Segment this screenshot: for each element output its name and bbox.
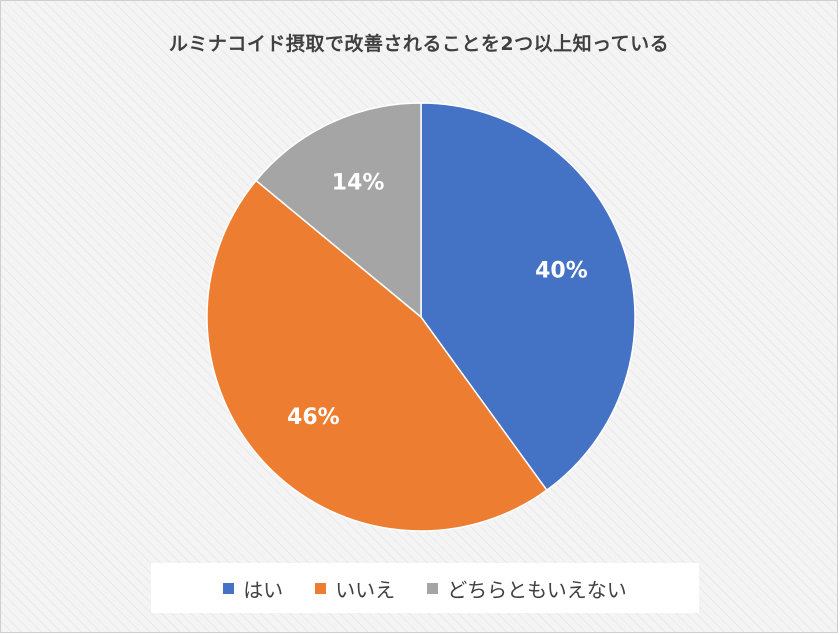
slice-neither (255, 102, 422, 319)
data-label-neither: 14% (332, 170, 385, 195)
data-label-yes: 40% (535, 258, 588, 283)
chart-title: ルミナコイド摂取で改善されることを2つ以上知っている (168, 33, 670, 55)
legend-swatch-yes (223, 582, 235, 594)
data-label-no: 46% (287, 405, 340, 430)
legend-item-yes: はい (223, 574, 283, 603)
legend-label-neither: どちらともいえない (447, 577, 627, 602)
slice-no (206, 179, 548, 532)
legend-label-no: いいえ (335, 577, 396, 602)
legend-item-neither: どちらともいえない (427, 574, 627, 603)
legend-swatch-no (315, 582, 327, 594)
legend-item-no: いいえ (315, 574, 395, 603)
slice-yes (420, 102, 636, 492)
legend-swatch-neither (427, 582, 439, 594)
legend: はい いいえ どちらともいえない (151, 563, 699, 613)
legend-label-yes: はい (243, 577, 284, 602)
